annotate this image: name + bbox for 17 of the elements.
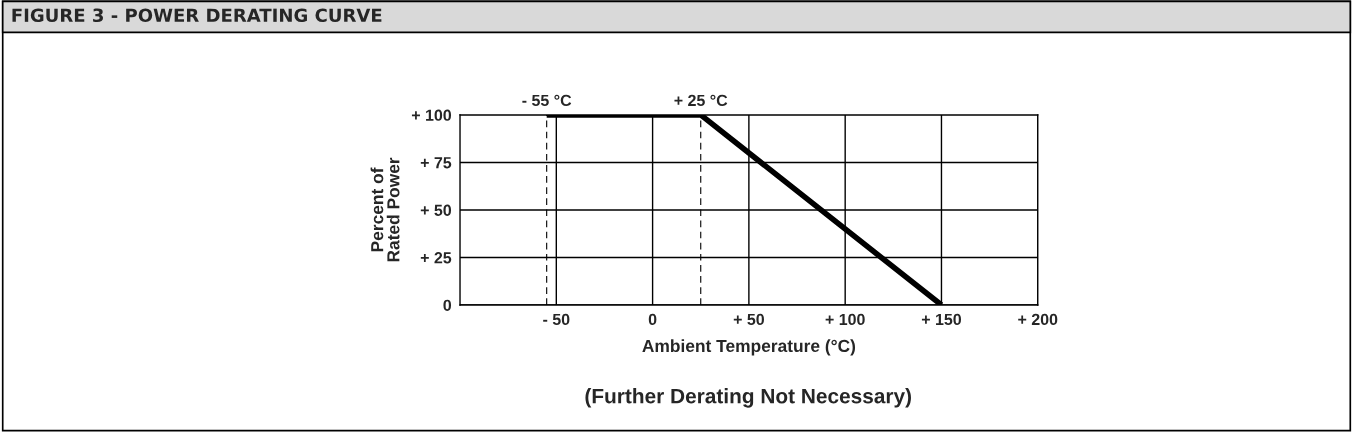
x-tick-label: + 200: [1018, 313, 1058, 326]
text: FIGURE 3 - POWER DERATING CURVE: [12, 8, 382, 23]
ref-line-label: - 55 °C: [522, 94, 572, 107]
x-tick-label: + 100: [825, 313, 865, 326]
x-tick-label: + 150: [921, 313, 962, 326]
y-axis-title: Percent of Rated Power: [370, 157, 400, 262]
x-tick-label: - 50: [543, 313, 570, 326]
ref-line-label: + 25 °C: [674, 94, 728, 107]
y-tick-label: + 100: [411, 109, 452, 121]
x-tick-label: + 50: [733, 313, 764, 326]
x-tick-label: 0: [648, 313, 657, 326]
y-tick-label: + 50: [420, 204, 452, 216]
x-axis-title: Ambient Temperature (°C): [642, 339, 856, 356]
y-tick-label: + 75: [420, 157, 452, 169]
text: (Further Derating Not Necessary): [585, 388, 911, 408]
y-tick-label: 0: [443, 299, 452, 311]
y-tick-label: + 25: [420, 252, 452, 264]
